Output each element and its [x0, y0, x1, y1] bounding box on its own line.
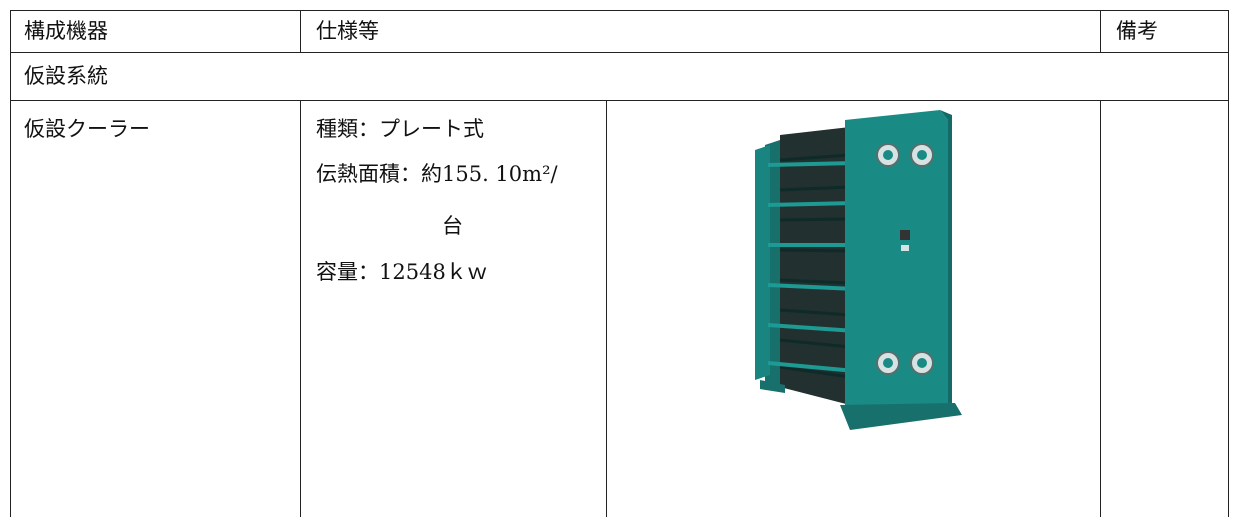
col-divider — [1100, 100, 1101, 517]
border-left — [10, 10, 11, 517]
spec-line: 台 — [442, 214, 463, 238]
col-divider — [1100, 10, 1101, 52]
spec-line: 種類：プレート式 — [316, 117, 484, 141]
col-divider — [606, 100, 607, 517]
header-cell: 仕様等 — [316, 19, 379, 43]
equipment-image — [755, 110, 962, 430]
col-divider — [300, 100, 301, 517]
col-divider — [300, 10, 301, 52]
header-cell: 備考 — [1116, 19, 1158, 43]
border-top — [10, 10, 1229, 11]
row-divider — [10, 52, 1229, 53]
row-divider — [10, 100, 1229, 101]
spec-line: 容量：12548ｋｗ — [316, 260, 488, 284]
spec-line: 伝熱面積：約155. 10m²/ — [316, 162, 558, 186]
header-cell: 構成機器 — [24, 19, 108, 43]
border-right — [1228, 10, 1229, 517]
equipment-name: 仮設クーラー — [24, 117, 150, 141]
section-label: 仮設系統 — [24, 64, 108, 88]
